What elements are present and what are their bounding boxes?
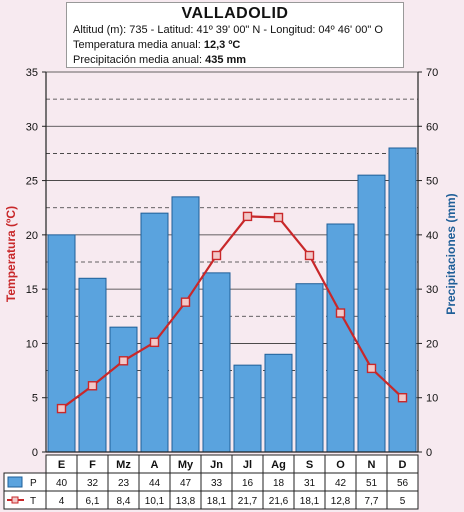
y-tick-label-right: 60 — [426, 121, 438, 133]
month-label: F — [89, 459, 96, 471]
temperature-point — [366, 363, 377, 374]
location-info: Altitud (m): 735 - Latitud: 41º 39' 00" … — [73, 24, 383, 36]
temperature-point — [242, 211, 253, 222]
month-label: My — [178, 459, 194, 471]
y-tick-label-left: 0 — [32, 447, 38, 459]
precip-bar — [202, 272, 231, 453]
y-tick-label-left: 30 — [26, 121, 38, 133]
legend-precip-swatch — [7, 476, 23, 488]
y-tick-label-right: 70 — [426, 67, 438, 79]
legend-precip-label: P — [30, 478, 37, 489]
y-tick-label-left: 20 — [26, 230, 38, 242]
y-tick-label-right: 0 — [426, 447, 432, 459]
temp-value: 12,8 — [331, 496, 351, 507]
y-tick-label-right: 20 — [426, 338, 438, 350]
temperature-point — [273, 212, 284, 223]
grid-lines — [46, 71, 418, 399]
precip-bar — [171, 196, 200, 453]
temp-value: 18,1 — [300, 496, 320, 507]
temp-value: 10,1 — [145, 496, 165, 507]
temp-value: 8,4 — [117, 496, 131, 507]
annual-temperature: Temperatura media anual: 12,3 ºC — [73, 38, 397, 53]
temperature-point — [304, 250, 315, 261]
data-table: E F Mz A My Jn Jl Ag S O N D PT 40 32 23 44 47 33 16 18 31 42 5… — [3, 454, 419, 510]
month-label: Mz — [116, 459, 131, 471]
temperature-point — [56, 403, 67, 414]
y-axis-left-label: Temperatura (ºC) — [4, 206, 18, 302]
temp-value: 18,1 — [207, 496, 227, 507]
precip-bar — [295, 283, 324, 453]
temp-value: 7,7 — [365, 496, 379, 507]
precip-value: 44 — [149, 478, 161, 489]
precip-bar — [78, 277, 107, 453]
chart-header: VALLADOLID Altitud (m): 735 - Latitud: 4… — [66, 2, 404, 68]
annual-precipitation-value: 435 mm — [205, 54, 247, 66]
annual-temperature-label: Temperatura media anual: — [73, 39, 204, 51]
precip-bar — [140, 212, 169, 453]
precip-value: 31 — [304, 478, 316, 489]
temperature-point — [87, 381, 98, 391]
temperature-point — [149, 337, 160, 348]
precip-value: 56 — [397, 478, 409, 489]
precip-value: 40 — [56, 478, 68, 489]
y-tick-label-left: 35 — [26, 67, 38, 79]
precip-bar — [388, 147, 417, 453]
temp-value: 6,1 — [86, 496, 100, 507]
precip-bar — [47, 234, 76, 453]
y-tick-label-right: 30 — [426, 284, 438, 296]
temp-value: 21,7 — [238, 496, 258, 507]
precip-value: 18 — [273, 478, 285, 489]
precip-bar — [264, 353, 293, 453]
precipitation-bars — [47, 147, 417, 453]
temperature-point — [118, 356, 129, 366]
month-label: Ag — [271, 459, 286, 471]
precip-bar — [233, 364, 262, 453]
temperature-point — [211, 250, 222, 261]
annual-precipitation: Precipitación media anual: 435 mm — [73, 53, 397, 68]
precip-value: 42 — [335, 478, 347, 489]
annual-temperature-value: 12,3 ºC — [203, 39, 241, 51]
month-label: S — [306, 459, 313, 471]
precip-bar — [326, 223, 355, 453]
precip-bar — [357, 174, 386, 453]
precip-value: 32 — [87, 478, 99, 489]
y-tick-label-right: 50 — [426, 176, 438, 188]
temp-value: 5 — [400, 496, 406, 507]
precip-value: 33 — [211, 478, 223, 489]
precip-value: 23 — [118, 478, 130, 489]
precip-value: 51 — [366, 478, 378, 489]
y-tick-label-left: 15 — [26, 284, 38, 296]
temperature-point — [335, 308, 346, 318]
temperature-line — [56, 211, 408, 414]
legend-temp-label: T — [30, 496, 36, 507]
month-label: N — [368, 459, 376, 471]
annual-precipitation-label: Precipitación media anual: — [73, 54, 206, 66]
month-label: A — [151, 459, 159, 471]
precip-value: 16 — [242, 478, 254, 489]
month-label: O — [336, 459, 345, 471]
temperature-point — [397, 393, 408, 403]
precip-value: 47 — [180, 478, 192, 489]
temperature-point — [180, 297, 191, 307]
month-label: Jl — [243, 459, 252, 471]
y-axis-right-label: Precipitaciones (mm) — [444, 193, 458, 314]
y-tick-label-left: 25 — [26, 176, 38, 188]
temperature-polyline — [60, 215, 404, 410]
precip-bar — [109, 326, 138, 453]
temp-value: 13,8 — [176, 496, 196, 507]
axes: 0 5 10 15 20 25 30 35 0 10 20 30 40 50 60 70 — [26, 67, 439, 459]
month-label: E — [58, 459, 65, 471]
month-label: D — [399, 459, 407, 471]
y-tick-label-right: 40 — [426, 230, 438, 242]
legend-temp-marker — [11, 496, 19, 504]
month-label: Jn — [210, 459, 223, 471]
y-tick-label-left: 10 — [26, 338, 38, 350]
y-tick-label-right: 10 — [426, 393, 438, 405]
temp-value: 4 — [59, 496, 65, 507]
temp-value: 21,6 — [269, 496, 289, 507]
y-tick-label-left: 5 — [32, 393, 38, 405]
chart-title: VALLADOLID — [181, 5, 289, 22]
